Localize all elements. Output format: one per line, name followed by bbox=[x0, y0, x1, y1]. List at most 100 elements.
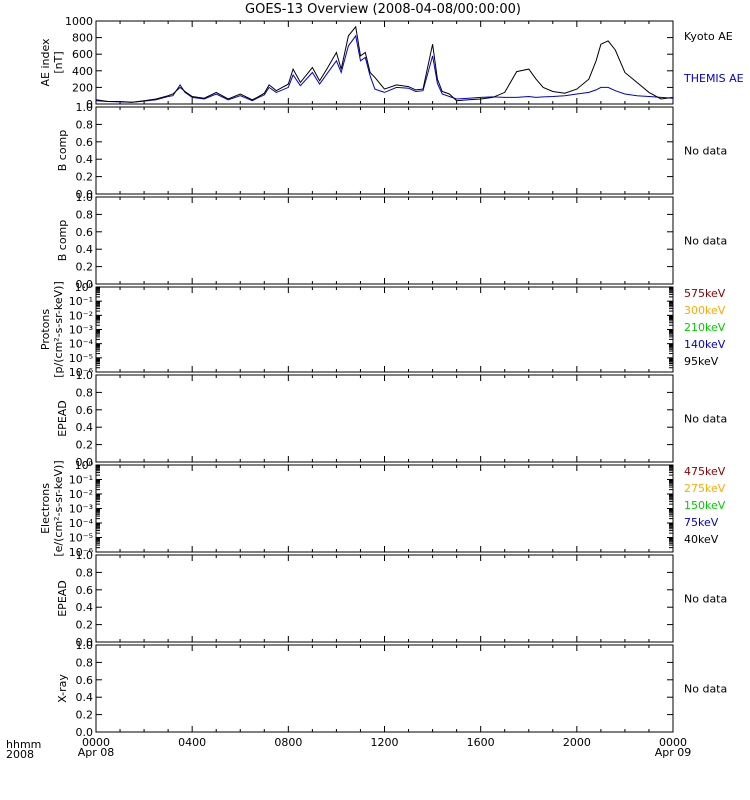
y-tick-label: 0.8 bbox=[76, 386, 94, 399]
panel-frame bbox=[95, 554, 674, 643]
no-data-label: No data bbox=[684, 413, 727, 426]
legend-channel-75kev: 75keV bbox=[684, 516, 719, 529]
y-tick-label: 10⁻⁶ bbox=[69, 366, 94, 379]
y-axis-label: Protons bbox=[39, 309, 52, 350]
figure-title: GOES-13 Overview (2008-04-08/00:00:00) bbox=[245, 2, 521, 17]
panel-frame bbox=[95, 374, 674, 463]
panel-frame bbox=[95, 464, 674, 553]
panel-ae: 0 200 400 600 800 1000 AE index [nT] Kyoto AE THE… bbox=[39, 15, 744, 111]
y-tick-label: 600 bbox=[72, 48, 93, 61]
y-tick-label: 200 bbox=[72, 81, 93, 94]
panel-epead2: 0.0 0.2 0.4 0.6 0.8 1.0 EPEAD No data bbox=[56, 549, 727, 649]
y-tick-label: 0.2 bbox=[76, 439, 94, 452]
x-tick-label: 0800 bbox=[274, 736, 302, 749]
panel-frame bbox=[95, 196, 674, 285]
no-data-label: No data bbox=[684, 593, 727, 606]
y-axis-label: EPEAD bbox=[56, 400, 69, 437]
y-tick-label: 800 bbox=[72, 32, 93, 45]
y-tick-label: 0.8 bbox=[76, 656, 94, 669]
y-axis-label: Electrons bbox=[39, 483, 52, 534]
y-tick-label: 0.6 bbox=[76, 584, 94, 597]
y-tick-label: 400 bbox=[72, 65, 93, 78]
x-tick-date-label: Apr 09 bbox=[655, 746, 692, 759]
y-tick-label: 1.0 bbox=[76, 101, 94, 114]
y-tick-label: 10⁻⁵ bbox=[69, 532, 93, 545]
legend-channel-300kev: 300keV bbox=[684, 304, 726, 317]
panel-frame bbox=[95, 644, 674, 733]
y-tick-label: 10⁰ bbox=[75, 281, 94, 294]
panel-stack: 0 200 400 600 800 1000 AE index [nT] Kyoto AE THE… bbox=[39, 15, 744, 739]
y-tick-label: 0.6 bbox=[76, 674, 94, 687]
y-tick-label: 0.0 bbox=[76, 726, 94, 739]
panel-xray: 0.0 0.2 0.4 0.6 0.8 1.0 X-ray No data bbox=[56, 639, 727, 739]
y-tick-label: 10⁻² bbox=[69, 488, 93, 501]
legend-channel-210kev: 210keV bbox=[684, 321, 726, 334]
y-axis-label: [e/(cm²-s-sr-keV)] bbox=[52, 460, 65, 556]
x-tick-label: 1200 bbox=[371, 736, 399, 749]
y-tick-label: 0.4 bbox=[76, 601, 94, 614]
legend-channel-150kev: 150keV bbox=[684, 499, 726, 512]
panel-bcomp1: 0.0 0.2 0.4 0.6 0.8 1.0 B comp No data bbox=[56, 101, 727, 201]
y-tick-label: 1.0 bbox=[76, 191, 94, 204]
legend-channel-575kev: 575keV bbox=[684, 287, 726, 300]
y-tick-label: 1.0 bbox=[76, 369, 94, 382]
y-tick-label: 0.0 bbox=[76, 278, 94, 291]
y-tick-label: 0.2 bbox=[76, 709, 94, 722]
y-tick-label: 0.4 bbox=[76, 153, 94, 166]
panel-frame bbox=[95, 106, 674, 195]
legend-channel-95kev: 95keV bbox=[684, 355, 719, 368]
series-line-themis-ae bbox=[95, 34, 674, 103]
y-axis-label: EPEAD bbox=[56, 580, 69, 617]
y-tick-label: 1.0 bbox=[76, 549, 94, 562]
panel-frame bbox=[95, 20, 674, 105]
y-tick-label: 0.6 bbox=[76, 136, 94, 149]
no-data-label: No data bbox=[684, 683, 727, 696]
y-tick-label: 10⁻⁴ bbox=[69, 338, 94, 351]
y-tick-label: 10⁻⁵ bbox=[69, 352, 93, 365]
x-tick-label: 0400 bbox=[178, 736, 206, 749]
y-tick-label: 0.8 bbox=[76, 566, 94, 579]
legend-channel-475kev: 475keV bbox=[684, 465, 726, 478]
y-tick-label: 10⁰ bbox=[75, 459, 94, 472]
y-tick-label: 1000 bbox=[65, 15, 93, 28]
legend-channel-140kev: 140keV bbox=[684, 338, 726, 351]
y-tick-label: 10⁻³ bbox=[69, 503, 93, 516]
panel-bcomp2: 0.0 0.2 0.4 0.6 0.8 1.0 B comp No data bbox=[56, 191, 727, 291]
y-tick-label: 0.6 bbox=[76, 226, 94, 239]
y-tick-label: 0.6 bbox=[76, 404, 94, 417]
x-tick-label: 0000 bbox=[82, 736, 110, 749]
y-tick-label: 0.8 bbox=[76, 208, 94, 221]
no-data-label: No data bbox=[684, 145, 727, 158]
legend-kyoto-ae: Kyoto AE bbox=[684, 30, 733, 43]
y-tick-label: 0.0 bbox=[76, 636, 94, 649]
no-data-label: No data bbox=[684, 235, 727, 248]
y-tick-label: 0.2 bbox=[76, 261, 94, 274]
y-tick-label: 10⁻⁴ bbox=[69, 517, 94, 530]
corner-label-year: 2008 bbox=[6, 748, 34, 761]
y-tick-label: 0.4 bbox=[76, 691, 94, 704]
y-tick-label: 10⁻¹ bbox=[69, 295, 93, 308]
y-tick-label: 1.0 bbox=[76, 639, 94, 652]
y-axis-label: [nT] bbox=[52, 51, 65, 73]
y-tick-label: 0.0 bbox=[76, 456, 94, 469]
y-tick-label: 10⁻¹ bbox=[69, 474, 93, 487]
y-tick-label: 0.0 bbox=[76, 188, 94, 201]
corner-label-hhmm: hhmm bbox=[6, 738, 41, 751]
y-axis-label: X-ray bbox=[56, 674, 69, 703]
x-tick-label: 1600 bbox=[467, 736, 495, 749]
legend-channel-40kev: 40keV bbox=[684, 533, 719, 546]
y-tick-label: 0.8 bbox=[76, 118, 94, 131]
panel-frame bbox=[95, 286, 674, 373]
legend-channel-275kev: 275keV bbox=[684, 482, 726, 495]
y-tick-label: 0.2 bbox=[76, 171, 94, 184]
y-tick-label: 10⁻² bbox=[69, 309, 93, 322]
legend-themis-ae: THEMIS AE bbox=[683, 72, 744, 85]
y-tick-label: 10⁻⁶ bbox=[69, 546, 94, 559]
y-tick-label: 0.4 bbox=[76, 243, 94, 256]
x-tick-label: 2000 bbox=[563, 736, 591, 749]
series-line-kyoto-ae bbox=[95, 25, 674, 103]
y-tick-label: 0.2 bbox=[76, 619, 94, 632]
